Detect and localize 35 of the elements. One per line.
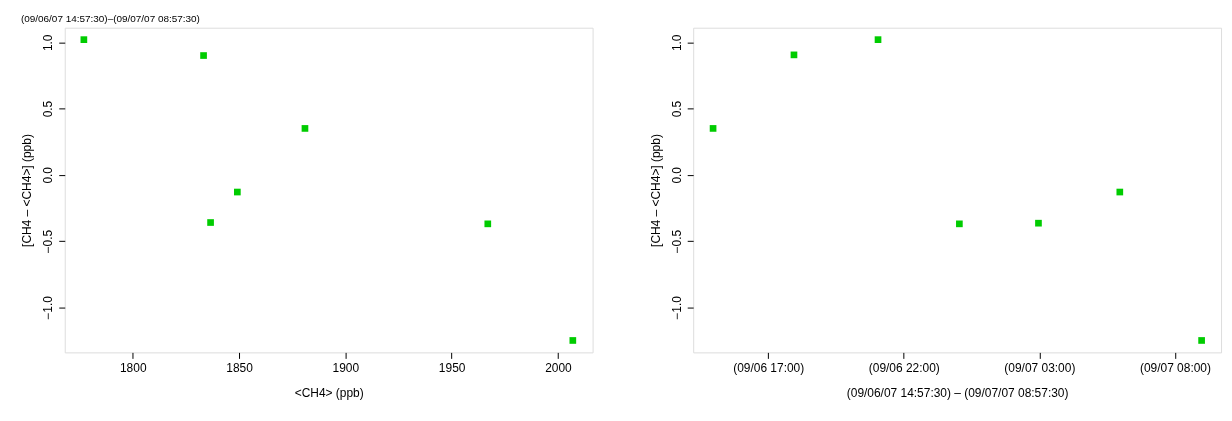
point xyxy=(1035,219,1042,227)
x-tick-label: 1950 xyxy=(438,360,466,375)
y-tick-label: −0.5 xyxy=(41,229,56,254)
y-tick-label: 0.0 xyxy=(669,166,684,184)
x-axis-title: <CH4> (ppb) xyxy=(294,385,364,400)
x-tick-label: 1800 xyxy=(119,360,147,375)
x-tick-label: 1850 xyxy=(226,360,254,375)
x-tick-label: (09/07 03:00) xyxy=(1004,360,1076,375)
point xyxy=(234,188,241,196)
y-axis-title: [CH4 – <CH4>] (ppb) xyxy=(20,134,35,247)
point xyxy=(1198,337,1205,344)
x-tick-label: (09/07 08:00) xyxy=(1139,360,1211,375)
y-tick-label: −0.5 xyxy=(669,229,684,254)
point xyxy=(1116,188,1124,196)
point xyxy=(207,219,214,226)
x-tick-label: 1900 xyxy=(332,360,360,375)
y-tick-label: −1.0 xyxy=(41,295,56,320)
point xyxy=(709,125,717,132)
y-tick-label: 1.0 xyxy=(669,34,684,52)
x-tick-label: 2000 xyxy=(545,360,573,375)
y-tick-label: −1.0 xyxy=(669,295,684,320)
y-tick-label: 0.5 xyxy=(669,100,684,118)
x-axis-title: (09/06/07 14:57:30) – (09/07/07 08:57:30) xyxy=(846,385,1069,400)
point xyxy=(569,337,577,344)
chart-title: (09/06/07 14:57:30)–(09/07/07 08:57:30) xyxy=(20,12,200,24)
y-tick-label: 0.5 xyxy=(41,100,56,118)
point xyxy=(301,125,309,132)
y-tick-label: 0.0 xyxy=(41,166,56,184)
point xyxy=(200,52,207,59)
x-tick-label: (09/06 22:00) xyxy=(868,360,940,375)
x-tick-label: (09/06 17:00) xyxy=(733,360,805,375)
point xyxy=(80,36,88,43)
y-tick-label: 1.0 xyxy=(41,34,56,52)
point xyxy=(484,220,492,228)
y-axis-title: [CH4 – <CH4>] (ppb) xyxy=(648,134,663,247)
